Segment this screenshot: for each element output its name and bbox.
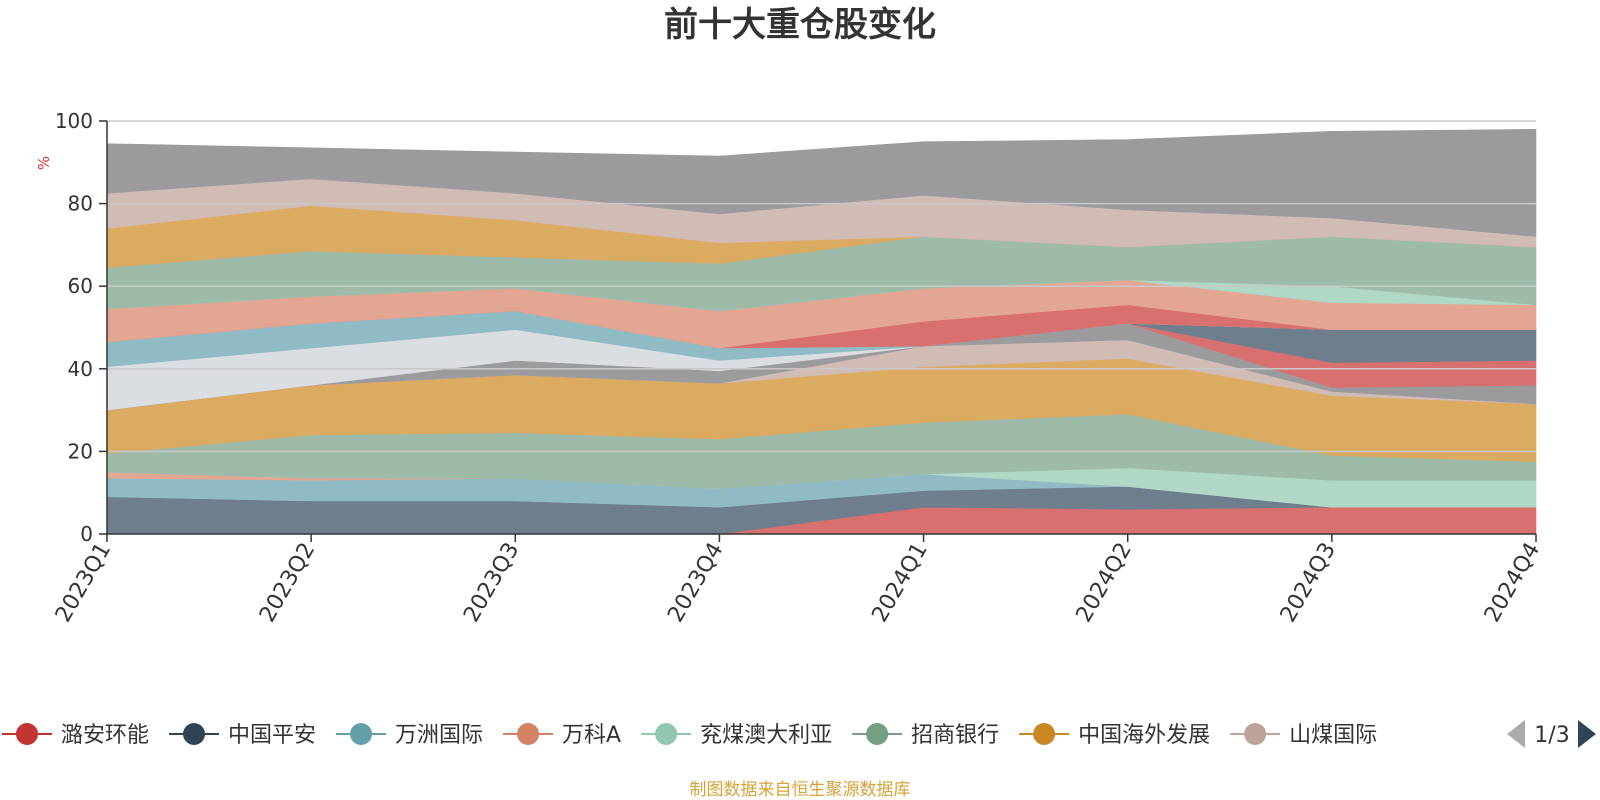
legend-circle-icon <box>16 723 38 745</box>
legend-item[interactable]: 中国海外发展 <box>1019 723 1210 748</box>
y-tick-label: 100 <box>55 109 93 133</box>
y-tick-label: 40 <box>68 357 93 381</box>
legend-item[interactable]: 招商银行 <box>852 723 999 748</box>
x-tick-label: 2023Q2 <box>255 539 320 627</box>
x-tick-label: 2023Q1 <box>51 539 116 627</box>
legend-label: 中国海外发展 <box>1078 723 1210 748</box>
x-tick-labels: 2023Q1 2023Q2 2023Q3 2023Q4 2024Q1 2024Q2 2024… <box>51 534 1545 627</box>
grid-lines <box>107 120 1536 453</box>
legend-pager: 1/3 <box>1507 720 1596 748</box>
legend-circle-icon <box>517 723 540 745</box>
x-tick-label: 2023Q4 <box>663 539 728 627</box>
y-tick-label: 60 <box>68 274 93 298</box>
legend-circle-icon <box>1244 723 1267 745</box>
source-note: 制图数据来自恒生聚源数据库 <box>690 780 911 800</box>
legend-label: 中国平安 <box>228 723 316 748</box>
y-tick-label: 0 <box>80 522 93 546</box>
pager-next-arrow-icon[interactable] <box>1578 720 1596 748</box>
pager-text: 1/3 <box>1534 723 1569 748</box>
x-tick-label: 2024Q1 <box>867 539 932 627</box>
legend-label: 招商银行 <box>911 723 999 748</box>
legend: 潞安环能 中国平安 万洲国际 万科A 兖煤澳大利亚 招商银行 中国海外发展 山煤国际 <box>2 723 1377 748</box>
legend-label: 潞安环能 <box>61 723 149 748</box>
legend-item[interactable]: 潞安环能 <box>2 723 149 748</box>
legend-circle-icon <box>350 723 373 745</box>
legend-circle-icon <box>866 723 889 745</box>
axes <box>106 121 1536 535</box>
legend-label: 兖煤澳大利亚 <box>700 723 832 748</box>
y-tick-label: 20 <box>68 439 93 463</box>
y-tick-label: 80 <box>68 192 93 216</box>
chart-title: 前十大重仓股变化 <box>664 5 936 45</box>
y-axis-unit-label: % <box>35 156 53 170</box>
legend-circle-icon <box>183 723 206 745</box>
legend-item[interactable]: 兖煤澳大利亚 <box>641 723 832 748</box>
x-tick-label: 2024Q4 <box>1480 539 1545 627</box>
y-tick-labels: 0 20 40 60 80 100 <box>55 109 107 546</box>
x-tick-label: 2024Q3 <box>1276 539 1341 627</box>
legend-label: 万科A <box>562 723 621 748</box>
area-series-20 <box>106 128 1537 237</box>
legend-item[interactable]: 山煤国际 <box>1230 723 1377 748</box>
area-series-group <box>106 128 1537 535</box>
legend-label: 万洲国际 <box>395 723 483 748</box>
legend-circle-icon <box>655 723 678 745</box>
pager-prev-arrow-icon[interactable] <box>1507 720 1525 748</box>
legend-circle-icon <box>1033 723 1056 745</box>
legend-label: 山煤国际 <box>1289 723 1377 748</box>
x-tick-label: 2023Q3 <box>459 539 524 627</box>
legend-item[interactable]: 中国平安 <box>169 723 316 748</box>
x-tick-label: 2024Q2 <box>1072 539 1137 627</box>
legend-item[interactable]: 万洲国际 <box>336 723 483 748</box>
legend-item[interactable]: 万科A <box>503 723 621 748</box>
